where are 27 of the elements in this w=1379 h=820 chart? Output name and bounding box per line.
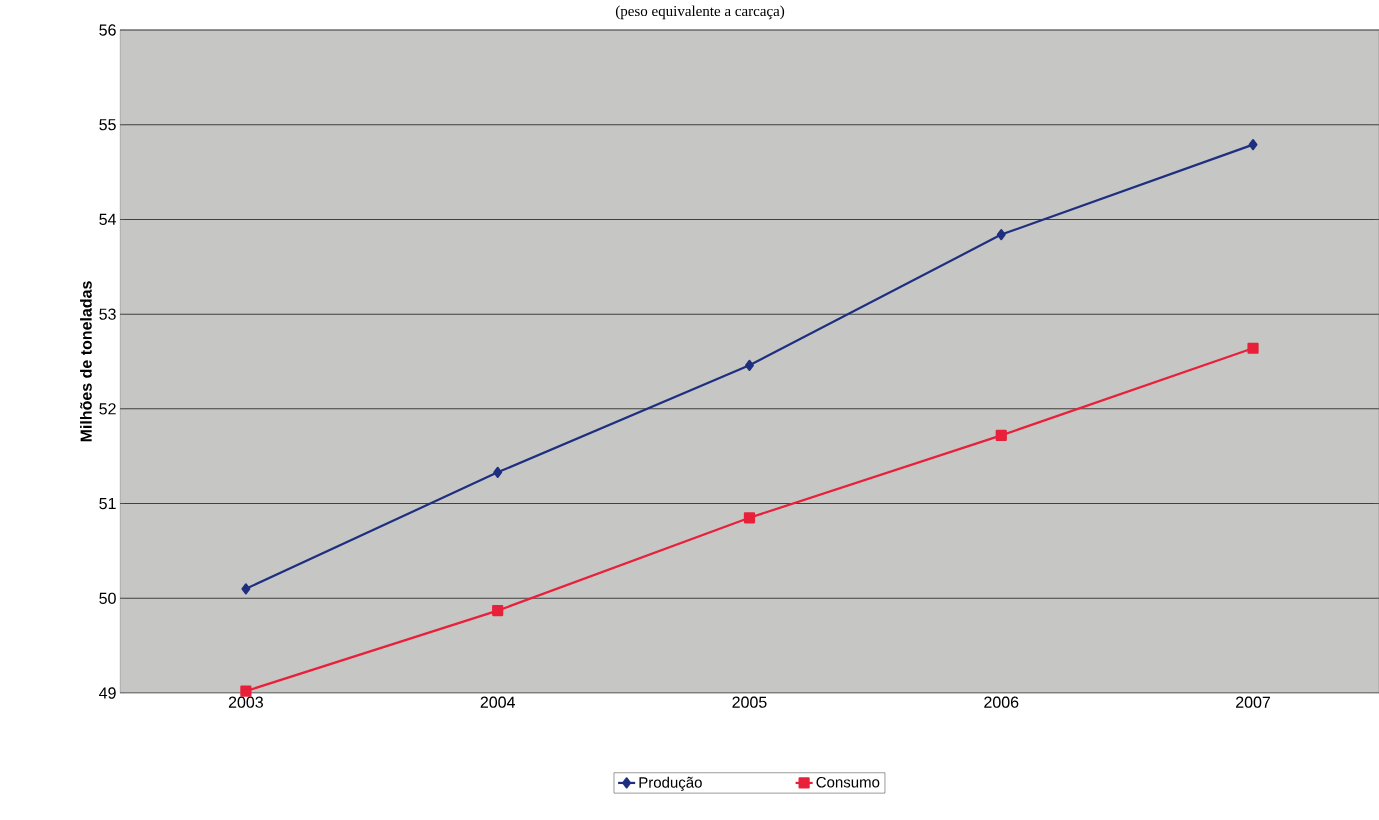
- point: [493, 466, 503, 478]
- point: [241, 583, 251, 595]
- legend-label: Produção: [639, 776, 702, 791]
- point: [492, 605, 504, 617]
- point: [1247, 342, 1259, 354]
- point: [1248, 139, 1258, 151]
- point: [743, 512, 756, 524]
- point: [995, 429, 1007, 441]
- x-tick-label: 2005: [732, 696, 767, 708]
- y-tick-label: 53: [99, 308, 116, 320]
- point: [744, 359, 754, 371]
- x-tick-label: 2004: [480, 696, 515, 708]
- x-tick-label: 2007: [1236, 696, 1271, 708]
- x-tick-label: 2003: [228, 696, 263, 708]
- y-tick-label: 51: [99, 497, 116, 510]
- y-tick-label: 56: [99, 24, 116, 36]
- point: [240, 685, 252, 697]
- y-tick-label: 54: [99, 213, 116, 226]
- chart-subtitle: (peso equivalente a carcaça): [615, 5, 785, 20]
- point: [996, 228, 1006, 241]
- y-tick-label: 55: [99, 119, 116, 131]
- y-tick-label: 52: [99, 403, 116, 415]
- y-tick-label: 50: [99, 592, 116, 604]
- y-tick-label: 49: [99, 687, 116, 699]
- x-tick-label: 2006: [984, 696, 1019, 708]
- y-axis-title: Milhões de toneladas: [80, 281, 92, 442]
- legend-label: Consumo: [816, 776, 880, 788]
